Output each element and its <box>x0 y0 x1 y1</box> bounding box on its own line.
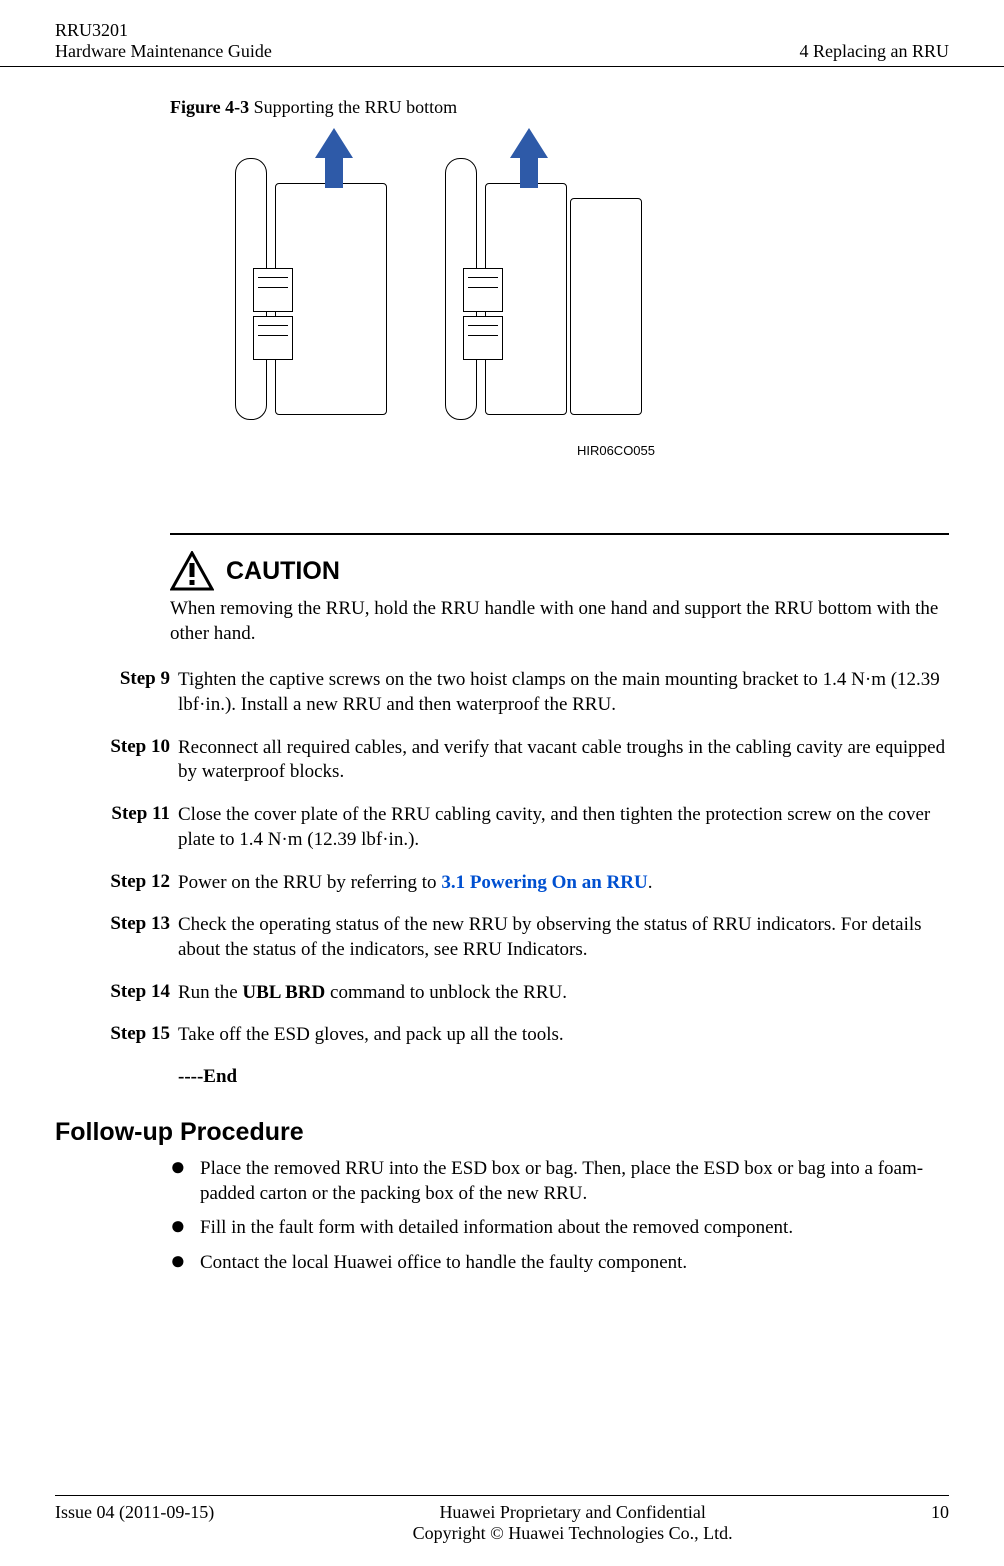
command-name: UBL BRD <box>242 982 325 1003</box>
steps-list: Step 9 Tighten the captive screws on the… <box>75 668 949 1088</box>
step-body: Reconnect all required cables, and verif… <box>178 736 949 785</box>
caution-block: CAUTION When removing the RRU, hold the … <box>170 533 949 646</box>
figure-label-text: Supporting the RRU bottom <box>249 97 457 117</box>
bullet-item: ● Fill in the fault form with detailed i… <box>170 1216 949 1241</box>
footer-page-number: 10 <box>931 1502 949 1523</box>
caution-icon <box>170 551 214 591</box>
bullet-text: Fill in the fault form with detailed inf… <box>200 1216 949 1241</box>
step-body-post: command to unblock the RRU. <box>325 982 567 1003</box>
bullet-dot-icon: ● <box>170 1251 200 1271</box>
step-body: Close the cover plate of the RRU cabling… <box>178 803 949 852</box>
step-label: Step 14 <box>75 981 178 1003</box>
step-body: Take off the ESD gloves, and pack up all… <box>178 1023 949 1048</box>
step-body: Power on the RRU by referring to 3.1 Pow… <box>178 871 949 896</box>
step-label: Step 15 <box>75 1023 178 1045</box>
figure-caption: Figure 4-3 Supporting the RRU bottom <box>170 97 949 118</box>
caution-text: When removing the RRU, hold the RRU hand… <box>170 597 949 646</box>
figure-label-prefix: Figure 4-3 <box>170 97 249 117</box>
step-15: Step 15 Take off the ESD gloves, and pac… <box>75 1023 949 1048</box>
link-powering-on-rru[interactable]: 3.1 Powering On an RRU <box>441 872 647 893</box>
step-label: Step 11 <box>75 803 178 825</box>
step-body: Check the operating status of the new RR… <box>178 913 949 962</box>
bullet-text: Place the removed RRU into the ESD box o… <box>200 1157 949 1206</box>
figure-image-id: HIR06CO055 <box>577 443 655 458</box>
footer-copyright: Copyright © Huawei Technologies Co., Ltd… <box>214 1523 931 1544</box>
bullet-item: ● Place the removed RRU into the ESD box… <box>170 1157 949 1206</box>
step-body-post: . <box>648 872 653 893</box>
page-header: RRU3201 Hardware Maintenance Guide 4 Rep… <box>0 0 1004 67</box>
step-11: Step 11 Close the cover plate of the RRU… <box>75 803 949 852</box>
step-body-pre: Run the <box>178 982 242 1003</box>
step-label: Step 12 <box>75 871 178 893</box>
step-body-pre: Power on the RRU by referring to <box>178 872 441 893</box>
bullet-text: Contact the local Huawei office to handl… <box>200 1251 949 1276</box>
footer-center: Huawei Proprietary and Confidential Copy… <box>214 1502 931 1544</box>
step-label: Step 10 <box>75 736 178 758</box>
step-14: Step 14 Run the UBL BRD command to unblo… <box>75 981 949 1006</box>
header-left: RRU3201 Hardware Maintenance Guide <box>55 20 272 62</box>
header-section: 4 Replacing an RRU <box>800 41 949 62</box>
step-10: Step 10 Reconnect all required cables, a… <box>75 736 949 785</box>
step-13: Step 13 Check the operating status of th… <box>75 913 949 962</box>
followup-heading: Follow-up Procedure <box>55 1118 949 1147</box>
end-marker: ----End <box>178 1066 949 1088</box>
step-label: Step 9 <box>75 668 178 690</box>
caution-title: CAUTION <box>226 557 340 586</box>
page-footer: Issue 04 (2011-09-15) Huawei Proprietary… <box>55 1495 949 1544</box>
followup-bullets: ● Place the removed RRU into the ESD box… <box>170 1157 949 1276</box>
header-doc-title: Hardware Maintenance Guide <box>55 41 272 62</box>
step-12: Step 12 Power on the RRU by referring to… <box>75 871 949 896</box>
step-body: Run the UBL BRD command to unblock the R… <box>178 981 949 1006</box>
bullet-dot-icon: ● <box>170 1157 200 1177</box>
header-product: RRU3201 <box>55 20 272 41</box>
footer-issue: Issue 04 (2011-09-15) <box>55 1502 214 1523</box>
step-body: Tighten the captive screws on the two ho… <box>178 668 949 717</box>
bullet-dot-icon: ● <box>170 1216 200 1236</box>
footer-confidential: Huawei Proprietary and Confidential <box>214 1502 931 1523</box>
figure-illustration: HIR06CO055 <box>195 128 655 458</box>
step-label: Step 13 <box>75 913 178 935</box>
step-9: Step 9 Tighten the captive screws on the… <box>75 668 949 717</box>
bullet-item: ● Contact the local Huawei office to han… <box>170 1251 949 1276</box>
